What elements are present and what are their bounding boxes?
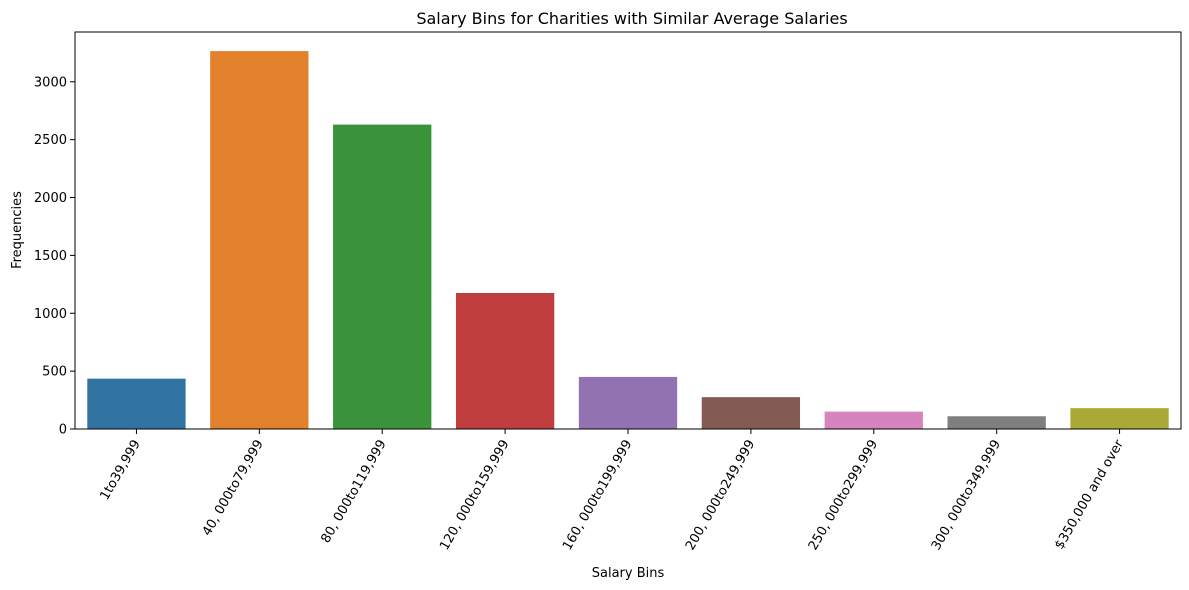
x-tick-label: 1to39,999 xyxy=(98,438,144,503)
x-axis-label: Salary Bins xyxy=(592,566,665,581)
bar-0 xyxy=(87,378,186,429)
y-axis-label: Frequencies xyxy=(10,191,25,269)
y-tick-label: 500 xyxy=(42,365,67,380)
x-tick-label: 80, 000to119,999 xyxy=(318,438,389,546)
bar-7 xyxy=(947,416,1046,429)
x-tick-label: 160, 000to199,999 xyxy=(560,438,635,553)
bar-4 xyxy=(578,376,678,429)
y-tick-label: 3000 xyxy=(34,75,67,90)
x-tick-label: $350,000 and over xyxy=(1052,437,1127,552)
x-tick-label: 120, 000to159,999 xyxy=(437,438,512,553)
y-tick-label: 1000 xyxy=(34,307,67,322)
bar-3 xyxy=(455,293,555,429)
x-tick-label: 300, 000to349,999 xyxy=(929,438,1004,553)
bars-group xyxy=(87,51,1169,430)
x-axis: 1to39,999 40, 000to79,999 80, 000to119,999… xyxy=(98,429,1127,553)
bar-1 xyxy=(210,51,309,430)
bar-6 xyxy=(824,411,923,429)
y-tick-label: 2500 xyxy=(34,133,67,148)
y-tick-label: 0 xyxy=(59,423,67,438)
x-tick-label: 250, 000to299,999 xyxy=(806,438,881,553)
bar-2 xyxy=(333,124,432,429)
y-tick-label: 2000 xyxy=(34,191,67,206)
bar-8 xyxy=(1070,408,1169,429)
y-tick-label: 1500 xyxy=(34,249,67,264)
x-tick-label: 40, 000to79,999 xyxy=(200,438,267,539)
x-tick-label: 200, 000to249,999 xyxy=(683,438,758,553)
bar-5 xyxy=(701,397,801,429)
chart-title: Salary Bins for Charities with Similar A… xyxy=(416,9,847,28)
y-axis: 0 500 1000 1500 2000 2500 3000 xyxy=(34,75,75,438)
